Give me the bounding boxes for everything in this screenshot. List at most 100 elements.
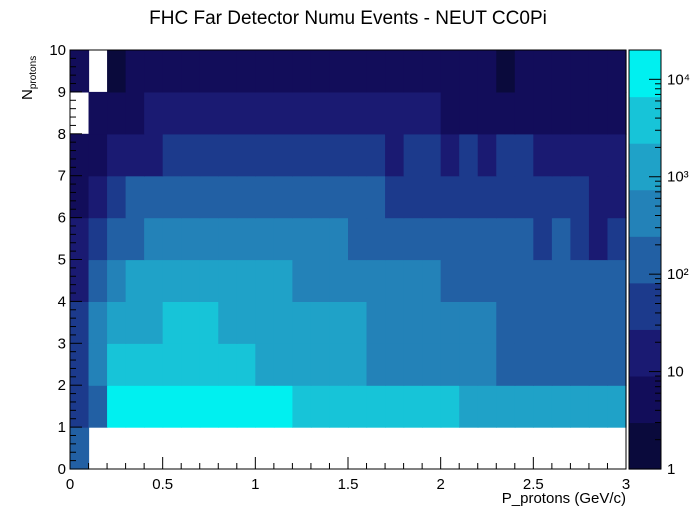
heatmap-cell [440,217,460,261]
color-bar: 1 10 10² 10³ 10⁴ [628,49,690,478]
heatmap-cell [514,175,534,219]
heatmap-cell [218,301,238,344]
y-tick-label: 2 [58,377,66,394]
x-tick-label: 1 [251,476,259,493]
heatmap-cell [218,133,238,177]
heatmap-cell [181,133,201,177]
color-bar-band [629,375,661,424]
heatmap-cell [440,50,460,93]
heatmap-cell [440,91,460,135]
heatmap-cell [292,343,312,386]
color-bar-band [629,422,661,470]
heatmap-cell [329,343,349,386]
heatmap-cell [236,217,256,261]
heatmap-cell [273,217,293,261]
heatmap-cell [125,259,145,302]
heatmap-cell [588,217,609,261]
heatmap-cell [255,385,275,428]
color-bar-tick-label: 10⁴ [667,71,690,88]
heatmap-cell [70,301,90,344]
heatmap-cell [292,259,312,302]
heatmap-cell [273,133,293,177]
chart-title: FHC Far Detector Numu Events - NEUT CC0P… [149,8,547,29]
x-tick-label: 2 [436,476,444,493]
heatmap-cell [310,301,331,344]
heatmap-cell [366,217,386,261]
heatmap-cell [70,427,90,470]
heatmap-cell [477,50,497,93]
heatmap-cell [292,175,312,219]
heatmap-cell [588,343,609,386]
heatmap-cell [329,385,349,428]
heatmap-cell [440,133,460,177]
heatmap-cell [88,217,108,261]
color-bar-band [629,189,661,237]
heatmap-cell [181,301,201,344]
heatmap-cell [310,91,331,135]
heatmap-cell [199,133,219,177]
heatmap-cell [459,175,479,219]
heatmap-cell [236,385,256,428]
heatmap-cell [144,91,164,135]
heatmap-cell [236,343,256,386]
heatmap-cell [514,343,534,386]
heatmap-cell [348,50,368,93]
color-bar-tick-label: 10³ [667,169,689,186]
heatmap-cell [403,385,423,428]
heatmap-cell [218,385,238,428]
heatmap-cell [366,343,386,386]
heatmap-cell [273,50,293,93]
y-axis-label-sub: protons [28,56,39,89]
heatmap-cell [477,91,497,135]
y-tick-label: 9 [58,84,66,101]
heatmap-cell [199,259,219,302]
heatmap-cell [348,217,368,261]
heatmap-cell [588,91,609,135]
heatmap-cell [181,217,201,261]
heatmap-cell [477,343,497,386]
heatmap-cell [329,91,349,135]
heatmap-cell [107,217,127,261]
heatmap-cell [496,385,516,428]
heatmap-cell [181,259,201,302]
heatmap-cell [88,91,108,135]
heatmap-cell [588,50,609,93]
heatmap-cell [348,343,368,386]
heatmap-cell [459,385,479,428]
heatmap-cell [218,50,238,93]
heatmap-cell [255,343,275,386]
heatmap-cell [551,343,571,386]
heatmap-cell [255,175,275,219]
heatmap-cell [162,50,182,93]
heatmap-cell [292,91,312,135]
heatmap-cell [385,50,405,93]
heatmap-cell [348,385,368,428]
heatmap-cell [459,343,479,386]
heatmap-cell [385,175,405,219]
heatmap-cell [273,343,293,386]
y-tick-label: 6 [58,210,66,227]
heatmap-cell [496,50,516,93]
heatmap-cell [107,343,127,386]
heatmap-cell [218,343,238,386]
heatmap-cell [107,91,127,135]
heatmap-cell [144,50,164,93]
heatmap-cell [422,301,442,344]
heatmap-cell [310,50,331,93]
heatmap-cell [459,217,479,261]
heatmap-cell [477,385,497,428]
heatmap-cell [403,50,423,93]
heatmap-cell [514,91,534,135]
heatmap-cell [348,91,368,135]
heatmap-cell [607,343,627,386]
heatmap-cell [533,50,553,93]
heatmap-cell [570,91,590,135]
color-bar-tick-label: 10² [667,266,689,283]
heatmap-cell [551,259,571,302]
heatmap-cell [551,385,571,428]
heatmap-cell [588,301,609,344]
heatmap-cell [570,133,590,177]
heatmap-cell [88,343,108,386]
heatmap-cell [570,259,590,302]
heatmap-cell [607,133,627,177]
